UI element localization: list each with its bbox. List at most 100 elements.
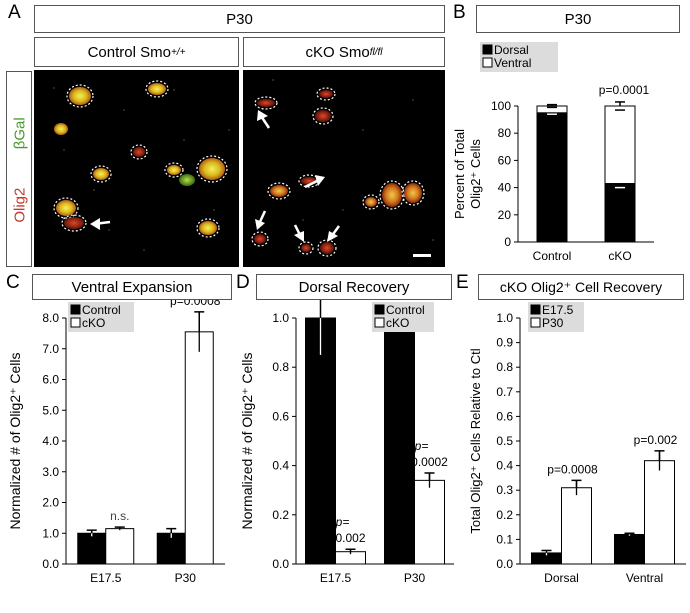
panel-a-age-label: P30: [34, 5, 445, 33]
panel-b-legend-bg: [480, 42, 558, 72]
panel-c-letter: C: [6, 272, 20, 293]
control-title-text: Control Smo: [87, 43, 171, 61]
panel-c-bar: [184, 331, 214, 565]
panel-d-y-tick-label: 0.8: [272, 360, 289, 374]
panel-b-legend-swatch: [482, 44, 493, 55]
panel-c-y-tick-label: 4.0: [42, 434, 59, 448]
panel-b-y-tick-label: 40: [498, 181, 512, 195]
panel-c-bar: [77, 532, 107, 565]
panel-b-legend-label: Ventral: [494, 56, 531, 70]
cko-micrograph-image: [251, 79, 434, 257]
panel-c-y-tick-label: 2.0: [42, 496, 59, 510]
panel-c-category-label: P30: [175, 571, 197, 585]
panel-e-annotation: p=0.0008: [547, 462, 598, 476]
panel-b-category-label: Control: [533, 249, 572, 263]
olig2-marker-text: Olig2: [11, 187, 29, 223]
control-micrograph-image: [53, 80, 230, 251]
panel-e-y-tick-label: 0.9: [496, 336, 513, 350]
panel-e-y-tick-label: 0.1: [496, 532, 513, 546]
panel-b-legend-label: Dorsal: [494, 43, 529, 57]
panel-b-y-label: Percent of TotalOlig2⁺ Cells: [454, 129, 483, 219]
panel-b-chart-container: 0 20 40 60 80 100 Percent of TotalOlig2⁺ Cells…: [452, 34, 690, 276]
panel-d-annotation-bottom: 0.002: [335, 531, 365, 545]
panel-b-category-label: cKO: [608, 249, 631, 263]
panel-e-y-tick-label: 1.0: [496, 311, 513, 325]
panel-c-y-tick-label: 7.0: [42, 342, 59, 356]
panel-d-legend-swatch: [374, 317, 385, 328]
panel-d-annotation-top: p=: [335, 515, 350, 529]
panel-d-y-label: Normalized # of Olig2⁺ Cells: [239, 352, 255, 529]
bgal-marker-text: βGal: [11, 117, 29, 150]
panel-d-bar: [305, 317, 336, 565]
panel-e-legend-label: E17.5: [542, 303, 574, 317]
panel-e-y-label: Total Olig2⁺ Cells Relative to Ctl: [468, 348, 483, 533]
panel-b-y-tick-label: 0: [504, 235, 511, 249]
panel-d-letter: D: [236, 272, 250, 293]
panel-e-y-tick-label: 0.5: [496, 434, 513, 448]
panel-d-category-label: E17.5: [320, 571, 352, 585]
panel-e-bar: [614, 533, 645, 565]
panel-b-bar: [604, 105, 636, 185]
panel-d-title: Dorsal Recovery: [256, 274, 452, 300]
panel-d-chart-container: 0.0 0.2 0.4 0.6 0.8 1.0 Normalized # of Olig2⁺…: [232, 280, 460, 608]
panel-c-y-tick-label: 3.0: [42, 465, 59, 479]
panel-c-y-tick-label: 1.0: [42, 526, 59, 540]
panel-b-bar: [536, 112, 568, 243]
panel-e-letter: E: [456, 272, 469, 293]
marker-label-box: Olig2 βGal: [6, 71, 32, 267]
panel-c-legend-label: cKO: [82, 316, 105, 330]
cko-superscript: fl/fl: [369, 46, 383, 58]
panel-e-y-tick-label: 0.0: [496, 557, 513, 571]
control-micrograph: [34, 70, 239, 267]
cko-micrograph: [243, 70, 445, 267]
panel-c-chart-container: 0.0 1.0 2.0 3.0 4.0 5.0 6.0 7.0 8.0 Normalized # …: [0, 294, 232, 608]
panel-a-letter: A: [8, 2, 21, 23]
panel-c-category-label: E17.5: [90, 571, 122, 585]
panel-b-y-tick-label: 100: [491, 99, 511, 113]
panel-d-y-tick-label: 0.0: [272, 557, 289, 571]
panel-d-annotation-bottom: 0.0002: [411, 455, 448, 469]
control-superscript: +/+: [170, 46, 186, 58]
panel-e-bar: [644, 460, 675, 565]
panel-b-y-tick-label: 60: [498, 153, 512, 167]
panel-e-chart: 0.0 0.1 0.2 0.3 0.4 0.5 0.6 0.7 0.8 0.9 1.0 Total O…: [468, 302, 686, 585]
panel-b-age-label: P30: [476, 5, 680, 33]
panel-e-legend-label: P30: [542, 316, 564, 330]
panel-c-annotation: p=0.0008: [170, 300, 221, 308]
panel-c-chart: 0.0 1.0 2.0 3.0 4.0 5.0 6.0 7.0 8.0 Normalized # …: [7, 294, 225, 585]
panel-b-legend-swatch: [482, 57, 493, 68]
panel-d-y-tick-label: 0.6: [272, 409, 289, 423]
panel-b-y-tick-label: 80: [498, 126, 512, 140]
panel-e-category-label: Dorsal: [544, 571, 579, 585]
panel-b-chart: 0 20 40 60 80 100 Percent of TotalOlig2⁺ Cells…: [452, 42, 654, 263]
cko-genotype-label: cKO Smo fl/fl: [243, 37, 445, 67]
panel-b-letter: B: [453, 2, 466, 23]
panel-b-annotation: p=0.0001: [599, 83, 650, 97]
panel-c-y-tick-label: 0.0: [42, 557, 59, 571]
cko-title-text: cKO Smo: [305, 43, 370, 61]
panel-d-y-tick-label: 0.4: [272, 459, 289, 473]
panel-c-bar: [105, 528, 135, 565]
panel-d-bar: [414, 479, 445, 565]
panel-c-legend-swatch: [70, 317, 81, 328]
panel-d-category-label: P30: [404, 571, 426, 585]
panel-e-y-tick-label: 0.7: [496, 385, 513, 399]
panel-b-bar: [604, 183, 636, 243]
panel-c-y-tick-label: 6.0: [42, 373, 59, 387]
panel-b-y-tick-label: 20: [498, 208, 512, 222]
panel-e-category-label: Ventral: [626, 571, 663, 585]
panel-e-chart-container: 0.0 0.1 0.2 0.3 0.4 0.5 0.6 0.7 0.8 0.9 1.0 Total O…: [460, 300, 690, 608]
panel-d-legend-label: cKO: [386, 316, 409, 330]
panel-e-title: cKO Olig2⁺ Cell Recovery: [478, 274, 684, 300]
panel-e-y-tick-label: 0.6: [496, 409, 513, 423]
panel-e-annotation: p=0.002: [634, 433, 678, 447]
panel-e-bar: [561, 487, 592, 565]
panel-d-chart: 0.0 0.2 0.4 0.6 0.8 1.0 Normalized # of Olig2⁺…: [239, 280, 454, 585]
panel-c-legend-label: Control: [82, 303, 121, 317]
panel-c-y-label: Normalized # of Olig2⁺ Cells: [7, 352, 23, 529]
panel-e-y-tick-label: 0.8: [496, 360, 513, 374]
panel-d-legend-label: Control: [386, 303, 425, 317]
panel-e-legend-swatch: [530, 304, 541, 315]
panel-c-title: Ventral Expansion: [32, 274, 232, 300]
panel-d-annotation-top: p=: [414, 439, 429, 453]
